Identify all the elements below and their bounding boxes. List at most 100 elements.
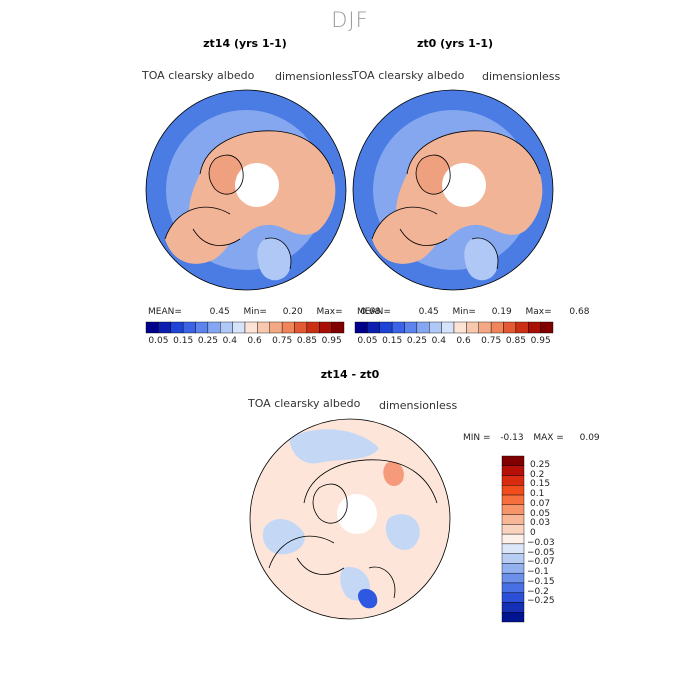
colorbar-tick-label: 0.95	[530, 336, 551, 346]
colorbar-swatch	[244, 321, 258, 334]
diff-min-value: -0.13	[500, 433, 524, 443]
left-map-land-namerica	[165, 207, 235, 264]
colorbar-tick-label: 0.25	[197, 336, 218, 346]
colorbar-swatch	[501, 602, 525, 613]
colorbar-swatch	[478, 321, 492, 334]
diff-map-red-patch	[383, 461, 404, 486]
colorbar-swatch	[306, 321, 320, 334]
colorbar-swatch	[466, 321, 479, 334]
colorbar-swatch	[367, 321, 380, 334]
colorbar-swatch	[145, 321, 159, 334]
colorbar-swatch	[501, 504, 525, 515]
colorbar-tick-label: −0.05	[527, 547, 555, 558]
left-min-label: Min=	[243, 307, 267, 317]
left-polar-map	[145, 89, 347, 291]
left-variable-label: TOA clearsky albedo	[142, 69, 255, 82]
colorbar-swatch	[429, 321, 442, 334]
right-polar-map	[352, 89, 554, 291]
diff-map-blue-patch-1	[289, 429, 379, 464]
diff-panel-title: zt14 - zt0	[320, 368, 380, 381]
colorbar-swatch	[354, 321, 368, 334]
colorbar-swatch	[501, 533, 525, 545]
colorbar-tick-label: 0	[530, 528, 536, 539]
colorbar-swatch	[501, 543, 525, 554]
right-map-ice-light	[464, 238, 498, 281]
colorbar-swatch	[281, 321, 295, 334]
colorbar-swatch	[501, 524, 525, 535]
left-max-label: Max=	[316, 307, 343, 317]
colorbar-tick-label: 0.03	[530, 518, 551, 529]
right-colorbar	[354, 321, 554, 334]
left-panel-title: zt14 (yrs 1-1)	[203, 37, 287, 50]
colorbar-tick-label: 0.6	[456, 336, 471, 346]
left-max-value: 0.68	[360, 307, 381, 317]
colorbar-tick-label: 0.85	[296, 336, 317, 346]
right-variable-label: TOA clearsky albedo	[352, 69, 465, 82]
colorbar-tick-label: 0.1	[530, 489, 545, 500]
colorbar-swatch	[501, 485, 525, 496]
left-stats: MEAN= 0.45 Min= 0.20 Max= 0.68	[148, 307, 380, 317]
colorbar-tick-label: 0.95	[321, 336, 342, 346]
colorbar-tick-label: 0.85	[505, 336, 526, 346]
right-map-land-namerica	[372, 207, 442, 264]
colorbar-swatch	[170, 321, 184, 334]
right-min-value: 0.19	[491, 307, 512, 317]
colorbar-tick-label: 0.15	[173, 336, 194, 346]
colorbar-swatch	[503, 321, 517, 334]
left-map-land-greenland	[209, 155, 244, 195]
diff-polar-map	[249, 418, 451, 620]
colorbar-swatch	[540, 321, 554, 334]
diff-map-blue-patch-3	[385, 514, 420, 550]
right-map-fill	[353, 90, 553, 290]
right-max-value: 0.68	[569, 307, 590, 317]
diff-colorbar	[501, 455, 525, 623]
right-mean-value: 0.45	[418, 307, 439, 317]
diff-stats: MIN = -0.13 MAX = 0.09	[463, 433, 600, 443]
left-mean-value: 0.45	[209, 307, 230, 317]
colorbar-swatch	[501, 582, 525, 593]
colorbar-swatch	[501, 475, 525, 486]
left-coastlines	[164, 130, 334, 270]
colorbar-swatch	[501, 612, 525, 623]
colorbar-swatch	[158, 321, 171, 334]
colorbar-tick-label: 0.4	[431, 336, 446, 346]
left-mean-label: MEAN=	[148, 307, 182, 317]
colorbar-swatch	[207, 321, 221, 334]
right-min-label: Min=	[452, 307, 476, 317]
colorbar-swatch	[515, 321, 529, 334]
left-colorbar-labels: 0.05 0.15 0.25 0.4 0.6 0.75 0.85 0.95	[146, 336, 344, 348]
colorbar-swatch	[319, 321, 332, 334]
left-map-fill	[146, 90, 346, 290]
colorbar-tick-label: 0.15	[382, 336, 403, 346]
colorbar-swatch	[232, 321, 246, 334]
colorbar-swatch	[379, 321, 393, 334]
colorbar-swatch	[453, 321, 467, 334]
diff-map-blue-patch-2	[262, 518, 305, 555]
colorbar-tick-label: −0.2	[527, 586, 549, 597]
colorbar-tick-label: 0.07	[530, 498, 551, 509]
colorbar-swatch	[416, 321, 430, 334]
colorbar-tick-label: −0.03	[527, 537, 555, 548]
colorbar-swatch	[490, 321, 504, 334]
diff-min-label: MIN =	[463, 433, 491, 443]
right-units-label: dimensionless	[482, 70, 561, 83]
diff-max-value: 0.09	[579, 433, 600, 443]
colorbar-swatch	[501, 494, 525, 506]
colorbar-swatch	[195, 321, 209, 334]
colorbar-swatch	[404, 321, 418, 334]
colorbar-swatch	[501, 553, 525, 564]
colorbar-tick-label: −0.15	[527, 576, 555, 587]
colorbar-swatch	[220, 321, 233, 334]
colorbar-swatch	[501, 572, 525, 584]
colorbar-swatch	[257, 321, 270, 334]
left-map-pole	[235, 163, 279, 207]
diff-variable-label: TOA clearsky albedo	[248, 397, 361, 410]
colorbar-swatch	[391, 321, 405, 334]
colorbar-swatch	[501, 592, 525, 603]
colorbar-swatch	[501, 465, 525, 476]
left-map-ice-light	[257, 238, 291, 281]
colorbar-tick-label: 0.75	[481, 336, 502, 346]
colorbar-swatch	[501, 514, 525, 525]
colorbar-swatch	[528, 321, 541, 334]
right-map-land-greenland	[416, 155, 451, 195]
